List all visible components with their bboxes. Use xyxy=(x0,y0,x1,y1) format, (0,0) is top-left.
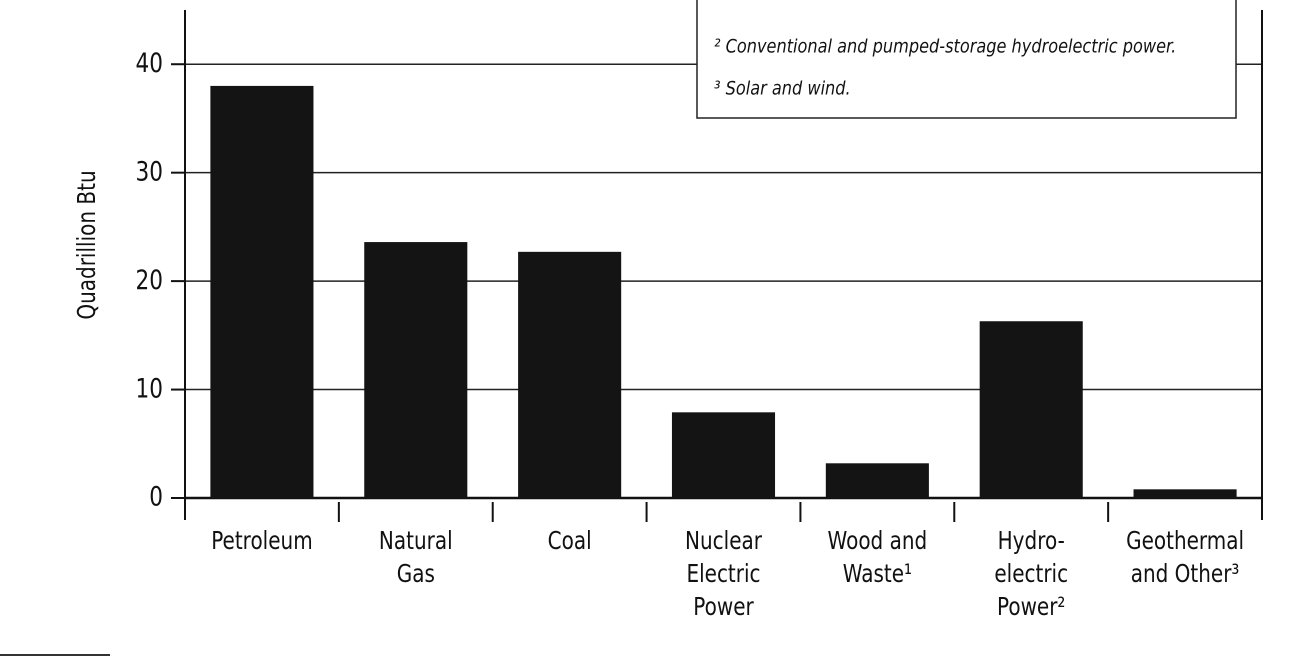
bar xyxy=(210,85,314,499)
y-tick-label: 0 xyxy=(149,480,163,512)
x-tick-label: Power xyxy=(693,593,754,622)
y-tick-label: 40 xyxy=(136,47,163,79)
x-tick-label: Power² xyxy=(997,593,1065,622)
x-tick-label: Waste¹ xyxy=(843,560,912,589)
x-tick-label: Hydro- xyxy=(998,527,1065,556)
x-tick-label: Coal xyxy=(548,527,592,556)
y-tick-label: 10 xyxy=(136,372,163,404)
y-tick-label: 20 xyxy=(136,263,163,295)
bar xyxy=(671,412,776,498)
footnote-box xyxy=(696,0,1237,119)
x-tick-label: Geothermal xyxy=(1126,527,1244,556)
x-tick-label: Gas xyxy=(397,560,435,589)
y-tick-label: 30 xyxy=(136,155,163,187)
x-tick-label: Wood and xyxy=(828,527,928,556)
bar xyxy=(825,463,929,498)
x-tick-label: Natural xyxy=(379,527,453,556)
x-tick-label: electric xyxy=(994,560,1068,589)
x-tick-label: Petroleum xyxy=(211,527,312,556)
footnote: ² Conventional and pumped-storage hydroe… xyxy=(714,36,1176,58)
x-tick-label: Electric xyxy=(686,560,760,589)
bar xyxy=(364,242,468,498)
bar xyxy=(979,321,1083,498)
y-axis-label: Quadrillion Btu xyxy=(73,170,102,319)
x-tick-label: Nuclear xyxy=(685,527,763,556)
x-tick-label: and Other³ xyxy=(1131,560,1240,589)
footnote: ³ Solar and wind. xyxy=(714,78,851,100)
bar xyxy=(1133,489,1237,498)
bar xyxy=(518,251,622,498)
